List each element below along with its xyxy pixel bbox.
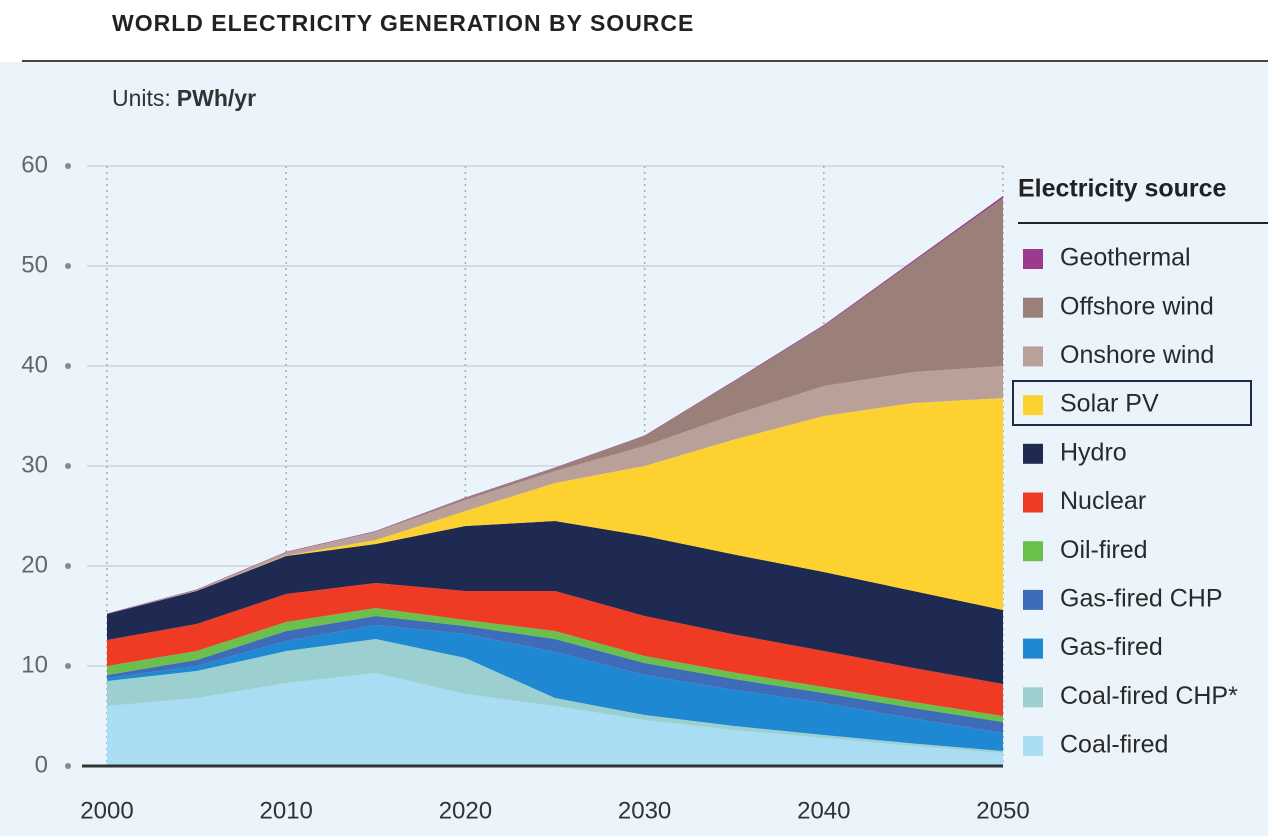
legend-label: Nuclear	[1060, 487, 1146, 515]
legend-highlight	[1012, 380, 1252, 426]
legend-swatch	[1023, 736, 1043, 756]
legend-swatch	[1023, 249, 1043, 269]
legend-label: Offshore wind	[1060, 292, 1214, 320]
header-background	[0, 0, 1268, 62]
legend-label: Hydro	[1060, 438, 1127, 466]
legend-swatch	[1023, 395, 1043, 416]
x-tick-label: 2000	[80, 797, 133, 824]
legend-swatch	[1023, 638, 1043, 659]
y-tick-label: 0	[35, 751, 48, 778]
legend-label: Coal-fired CHP*	[1060, 682, 1238, 710]
y-tick-dot	[65, 463, 71, 469]
legend-label: Geothermal	[1060, 244, 1191, 272]
chart-title: WORLD ELECTRICITY GENERATION BY SOURCE	[112, 10, 694, 36]
legend-label: Gas-fired	[1060, 633, 1163, 661]
x-tick-label: 2030	[618, 797, 671, 824]
legend-swatch	[1023, 541, 1043, 562]
x-tick-label: 2010	[260, 797, 313, 824]
legend-swatch	[1023, 443, 1043, 464]
x-tick-label: 2020	[439, 797, 492, 824]
y-tick-label: 20	[21, 551, 48, 578]
area	[107, 583, 1003, 716]
y-tick-dot	[65, 263, 71, 269]
x-tick-label: 2050	[976, 797, 1029, 824]
legend-swatch	[1023, 297, 1043, 318]
units: PWh/yr	[177, 85, 256, 111]
area	[107, 398, 1003, 614]
units-line: Units: PWh/yr	[112, 85, 256, 111]
legend-label: Coal-fired	[1060, 731, 1168, 759]
y-tick-label: 60	[21, 151, 48, 178]
legend-swatch	[1023, 346, 1043, 367]
area	[107, 616, 1003, 733]
y-tick-dot	[65, 563, 71, 569]
area	[107, 673, 1003, 766]
legend-label: Onshore wind	[1060, 341, 1214, 369]
y-tick-dot	[65, 363, 71, 369]
legend-title: Electricity source	[1018, 175, 1227, 203]
units-label: Units:	[112, 85, 171, 111]
y-tick-label: 10	[21, 651, 48, 678]
y-tick-dot	[65, 663, 71, 669]
area	[107, 366, 1003, 614]
legend-swatch	[1023, 687, 1043, 708]
y-tick-dot	[65, 163, 71, 169]
y-tick-label: 50	[21, 251, 48, 278]
legend-label: Solar PV	[1060, 390, 1159, 418]
legend-label: Oil-fired	[1060, 536, 1148, 564]
y-tick-label: 30	[21, 451, 48, 478]
area	[107, 639, 1003, 753]
legend-swatch	[1023, 492, 1043, 513]
legend-swatch	[1023, 589, 1043, 610]
x-tick-label: 2040	[797, 797, 850, 824]
y-tick-label: 40	[21, 351, 48, 378]
y-tick-dot	[65, 763, 71, 769]
area	[107, 625, 1003, 751]
area	[107, 521, 1003, 684]
legend-label: Gas-fired CHP	[1060, 585, 1223, 613]
